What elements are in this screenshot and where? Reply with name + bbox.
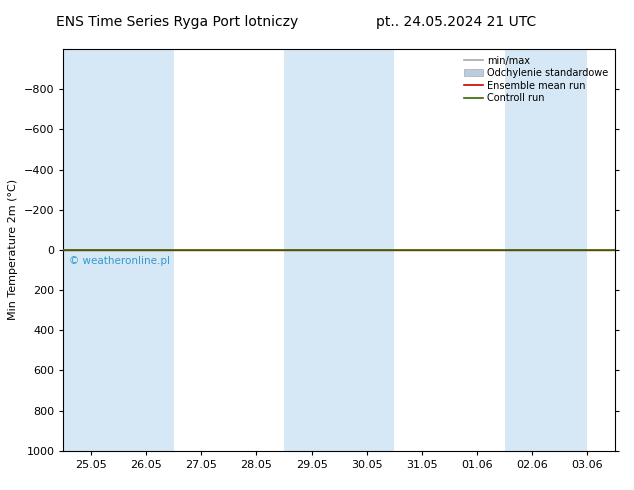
Bar	[284, 49, 394, 451]
Bar	[505, 49, 588, 451]
Text: ENS Time Series Ryga Port lotniczy: ENS Time Series Ryga Port lotniczy	[56, 15, 299, 29]
Bar	[63, 49, 174, 451]
Y-axis label: Min Temperature 2m (°C): Min Temperature 2m (°C)	[8, 179, 18, 320]
Legend: min/max, Odchylenie standardowe, Ensemble mean run, Controll run: min/max, Odchylenie standardowe, Ensembl…	[462, 54, 610, 105]
Text: pt.. 24.05.2024 21 UTC: pt.. 24.05.2024 21 UTC	[377, 15, 536, 29]
Text: © weatheronline.pl: © weatheronline.pl	[69, 256, 170, 266]
